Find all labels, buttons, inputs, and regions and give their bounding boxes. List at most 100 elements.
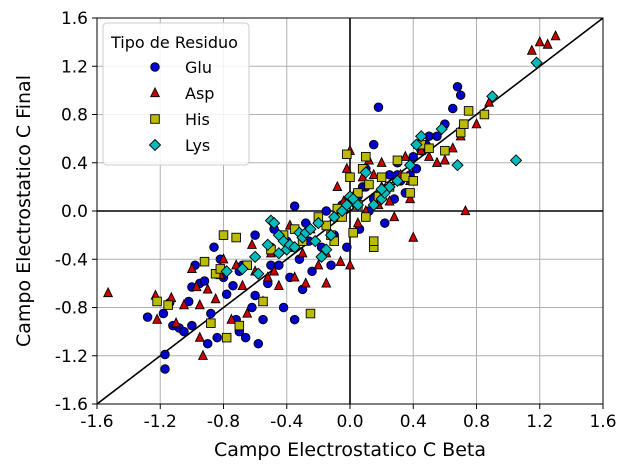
point-glu bbox=[380, 218, 390, 228]
point-asp bbox=[526, 44, 537, 55]
point-lys bbox=[315, 250, 328, 263]
point-his bbox=[206, 318, 216, 328]
data-points bbox=[103, 29, 561, 374]
x-tick-label: -0.8 bbox=[207, 412, 240, 432]
point-asp bbox=[384, 195, 395, 206]
point-glu bbox=[160, 364, 170, 374]
point-glu bbox=[321, 206, 332, 216]
point-lys bbox=[486, 90, 499, 103]
point-glu bbox=[250, 230, 260, 240]
point-glu bbox=[326, 260, 336, 271]
identity-line-path bbox=[96, 17, 604, 405]
y-tick-label: -0.8 bbox=[55, 299, 88, 319]
point-glu bbox=[179, 326, 189, 337]
point-asp bbox=[273, 279, 284, 290]
x-tick-label: 1.6 bbox=[589, 412, 616, 432]
x-axis-label: Campo Electrostatico C Beta bbox=[214, 439, 486, 461]
point-asp bbox=[408, 231, 419, 242]
point-lys bbox=[530, 56, 543, 69]
point-glu bbox=[209, 242, 219, 252]
x-tick-label: 0.0 bbox=[336, 412, 363, 432]
point-asp bbox=[332, 180, 343, 192]
point-asp bbox=[389, 210, 400, 222]
point-glu bbox=[253, 338, 264, 349]
point-asp bbox=[186, 262, 197, 274]
point-his bbox=[342, 149, 352, 160]
point-asp bbox=[484, 96, 495, 107]
point-his bbox=[455, 127, 466, 138]
x-tick-label: 0.8 bbox=[463, 412, 490, 432]
x-tick-label: -1.2 bbox=[144, 412, 177, 432]
point-his bbox=[221, 332, 232, 343]
point-lys bbox=[359, 166, 372, 179]
point-asp bbox=[400, 150, 411, 161]
point-asp bbox=[447, 142, 458, 153]
point-his bbox=[199, 256, 210, 267]
y-tick-labels: -1.6 -1.2 -0.8 -0.4 0.0 0.4 0.8 1.2 1.6 bbox=[55, 9, 97, 415]
point-his bbox=[424, 143, 434, 154]
point-glu bbox=[202, 338, 213, 349]
point-lys bbox=[328, 210, 341, 224]
legend: Tipo de Residuo Glu Asp His Lys bbox=[102, 22, 250, 166]
point-glu bbox=[228, 281, 238, 291]
y-tick-label: -0.4 bbox=[55, 250, 88, 270]
point-asp bbox=[231, 259, 242, 270]
legend-item-glu: Glu bbox=[150, 58, 212, 77]
point-his bbox=[163, 300, 173, 310]
point-glu bbox=[199, 276, 210, 286]
point-glu bbox=[289, 201, 300, 211]
point-asp bbox=[460, 204, 471, 216]
point-glu bbox=[158, 308, 169, 319]
point-glu bbox=[278, 302, 289, 313]
point-asp bbox=[289, 271, 300, 282]
point-lys bbox=[261, 238, 274, 251]
point-asp bbox=[542, 38, 553, 49]
point-lys bbox=[410, 138, 423, 151]
point-his bbox=[408, 176, 419, 186]
point-his bbox=[368, 236, 379, 246]
point-his bbox=[361, 212, 371, 222]
legend-label-his: His bbox=[185, 110, 210, 129]
y-tick-label: 0.4 bbox=[61, 154, 88, 174]
point-asp bbox=[178, 298, 189, 310]
point-asp bbox=[269, 265, 280, 276]
point-glu bbox=[221, 289, 232, 299]
point-asp bbox=[197, 349, 208, 360]
legend-item-his: His bbox=[150, 110, 210, 129]
point-his bbox=[305, 308, 316, 319]
point-his bbox=[361, 151, 371, 162]
point-glu bbox=[250, 290, 260, 301]
legend-title: Tipo de Residuo bbox=[110, 33, 238, 52]
x-tick-label: -0.4 bbox=[270, 412, 303, 432]
x-tick-labels: -1.6 -1.2 -0.8 -0.4 0.0 0.4 0.8 1.2 1.6 bbox=[80, 404, 617, 432]
y-tick-label: -1.2 bbox=[55, 347, 88, 367]
point-glu bbox=[373, 102, 384, 113]
point-lys bbox=[304, 222, 317, 236]
point-lys bbox=[309, 235, 322, 248]
legend-box bbox=[102, 22, 250, 166]
point-glu bbox=[206, 308, 216, 319]
point-lys bbox=[451, 159, 464, 172]
point-asp bbox=[368, 168, 379, 179]
point-glu bbox=[258, 314, 268, 325]
point-asp bbox=[103, 286, 114, 298]
point-lys bbox=[312, 216, 325, 230]
point-his bbox=[152, 296, 162, 307]
point-asp bbox=[439, 154, 450, 165]
series-lys bbox=[220, 56, 543, 280]
point-asp bbox=[335, 255, 346, 266]
point-glu bbox=[342, 242, 352, 252]
point-asp bbox=[194, 298, 205, 310]
point-glu bbox=[432, 131, 442, 141]
point-asp bbox=[300, 277, 311, 288]
point-glu bbox=[160, 349, 170, 360]
point-his bbox=[364, 179, 374, 190]
point-his bbox=[345, 172, 355, 182]
point-his bbox=[463, 106, 474, 116]
legend-item-asp: Asp bbox=[149, 84, 214, 103]
point-glu bbox=[408, 151, 419, 162]
y-axis-label: Campo Electrostatico C Final bbox=[13, 75, 35, 347]
point-asp bbox=[226, 313, 237, 324]
legend-item-lys: Lys bbox=[148, 136, 210, 155]
